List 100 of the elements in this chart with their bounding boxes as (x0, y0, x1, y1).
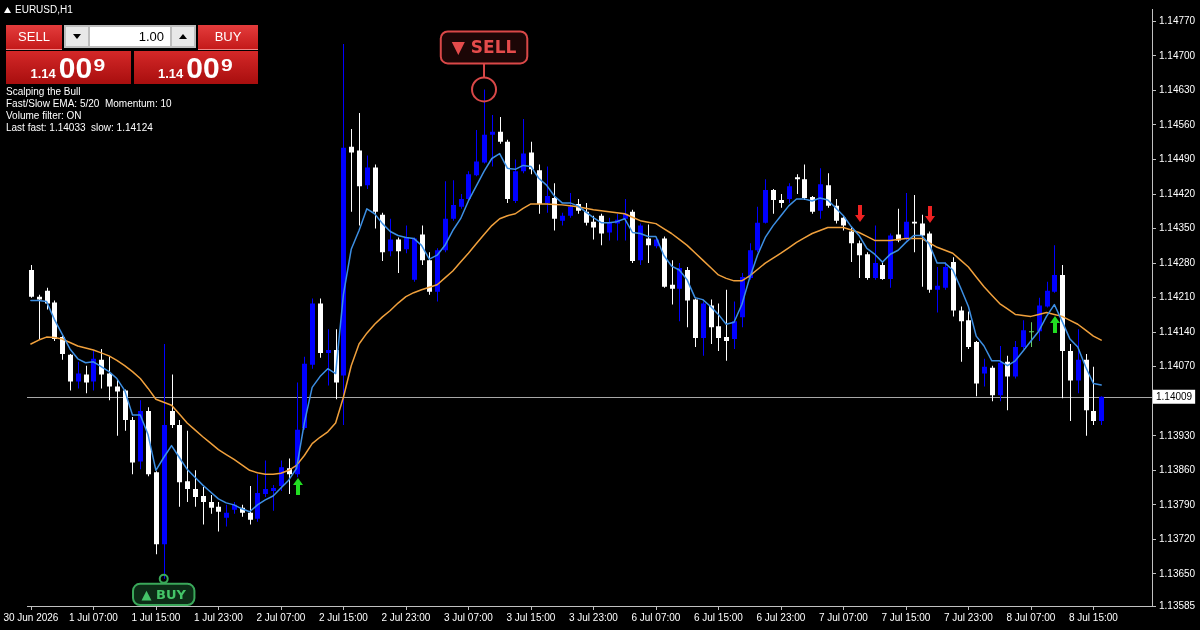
x-tick-label: 3 Jul 23:00 (568, 611, 619, 623)
candlestick (420, 225, 425, 266)
candlestick (310, 298, 315, 369)
candlestick (1091, 366, 1096, 425)
candlestick (521, 119, 526, 174)
candlestick (818, 168, 823, 219)
candlestick (146, 407, 151, 477)
candlestick (873, 225, 878, 280)
candlestick (599, 213, 604, 246)
candlestick (318, 298, 323, 358)
candlestick (701, 301, 706, 356)
y-tick-label: 1.13585 (1159, 599, 1196, 611)
candlestick (771, 189, 776, 214)
candlestick (130, 417, 135, 475)
candlestick (966, 311, 971, 349)
candlestick (779, 194, 784, 208)
candlestick (607, 217, 612, 241)
candlestick (1084, 353, 1089, 436)
candlestick (1068, 344, 1073, 421)
x-tick-label: 1 Jul 23:00 (193, 611, 244, 623)
candlestick (505, 139, 510, 203)
x-tick-label: 1 Jul 15:00 (131, 611, 181, 623)
candlestick (513, 159, 518, 203)
candlestick (1029, 322, 1034, 347)
x-tick-label: 8 Jul 07:00 (1006, 611, 1056, 623)
candlestick (427, 252, 432, 295)
candlestick (170, 374, 175, 428)
candlestick (154, 471, 159, 555)
candlestick (1060, 265, 1065, 399)
candlestick (84, 365, 89, 394)
candlestick (638, 223, 643, 266)
candlestick (1076, 329, 1081, 394)
candlestick (474, 129, 479, 177)
candlestick (1052, 245, 1057, 293)
candlestick (271, 485, 276, 511)
candlestick (341, 44, 346, 425)
y-tick-label: 1.13790 (1159, 498, 1196, 510)
x-tick-label: 6 Jul 07:00 (631, 611, 681, 623)
candlestick (888, 233, 893, 288)
buy-button: BUY (198, 25, 258, 50)
x-tick-label: 2 Jul 23:00 (381, 611, 431, 623)
y-tick-label: 1.14630 (1159, 84, 1196, 96)
candlestick (466, 171, 471, 201)
candlestick (802, 164, 807, 200)
candlestick (920, 214, 925, 287)
x-tick-label: 7 Jul 07:00 (818, 611, 869, 623)
candlestick (865, 252, 870, 280)
candlestick (880, 262, 885, 280)
candlestick (990, 365, 995, 402)
candlestick (646, 224, 651, 264)
annotation: 1.1400⁹ (158, 51, 234, 84)
y-tick-label: 1.13860 (1159, 464, 1196, 476)
candlestick (201, 487, 206, 525)
candlestick (45, 287, 50, 310)
candlestick (388, 218, 393, 257)
candlestick (349, 128, 354, 212)
candlestick (373, 164, 378, 229)
candlestick (591, 215, 596, 240)
candlestick (1005, 355, 1010, 411)
candlestick (951, 257, 956, 317)
candlestick (404, 225, 409, 254)
y-tick-label: 1.14140 (1159, 325, 1196, 337)
candlestick (677, 263, 682, 322)
candlestick (545, 166, 550, 213)
x-tick-label: 3 Jul 07:00 (443, 611, 494, 623)
candlestick (1021, 320, 1026, 349)
candlestick (724, 289, 729, 361)
candlestick (193, 470, 198, 507)
x-tick-label: 8 Jul 15:00 (1068, 611, 1119, 623)
candlestick (326, 329, 331, 386)
candlestick (263, 460, 268, 497)
annotation: ▼ SELL (451, 36, 517, 57)
candlestick (943, 262, 948, 290)
sell-button: SELL (6, 25, 62, 50)
x-tick-label: 7 Jul 15:00 (881, 611, 931, 623)
x-tick-label: 30 Jun 2026 (3, 611, 59, 623)
candlestick (670, 260, 675, 305)
annotation: Scalping the Bull (6, 86, 82, 98)
x-tick-label: 2 Jul 15:00 (318, 611, 369, 623)
candlestick (248, 486, 253, 525)
candlestick (1013, 341, 1018, 379)
candlestick (396, 237, 401, 273)
candlestick (552, 183, 557, 231)
candlestick (787, 183, 792, 203)
candlestick (357, 113, 362, 226)
candlestick (1099, 396, 1104, 425)
candlestick (904, 193, 909, 241)
y-tick-label: 1.14770 (1159, 15, 1196, 27)
y-tick-label: 1.14210 (1159, 291, 1196, 303)
candlestick (974, 341, 979, 397)
candlestick (982, 358, 987, 387)
candlestick (29, 265, 34, 298)
annotation: ▲ BUY (141, 586, 187, 602)
candlestick (662, 236, 667, 288)
x-tick-label: 2 Jul 07:00 (256, 611, 306, 623)
buy-price-box: 1.1400⁹ (134, 51, 258, 84)
annotation: Volume filter: ON (6, 110, 83, 122)
x-tick-label: 7 Jul 23:00 (943, 611, 994, 623)
candlestick (162, 344, 167, 579)
candlestick (716, 303, 721, 351)
